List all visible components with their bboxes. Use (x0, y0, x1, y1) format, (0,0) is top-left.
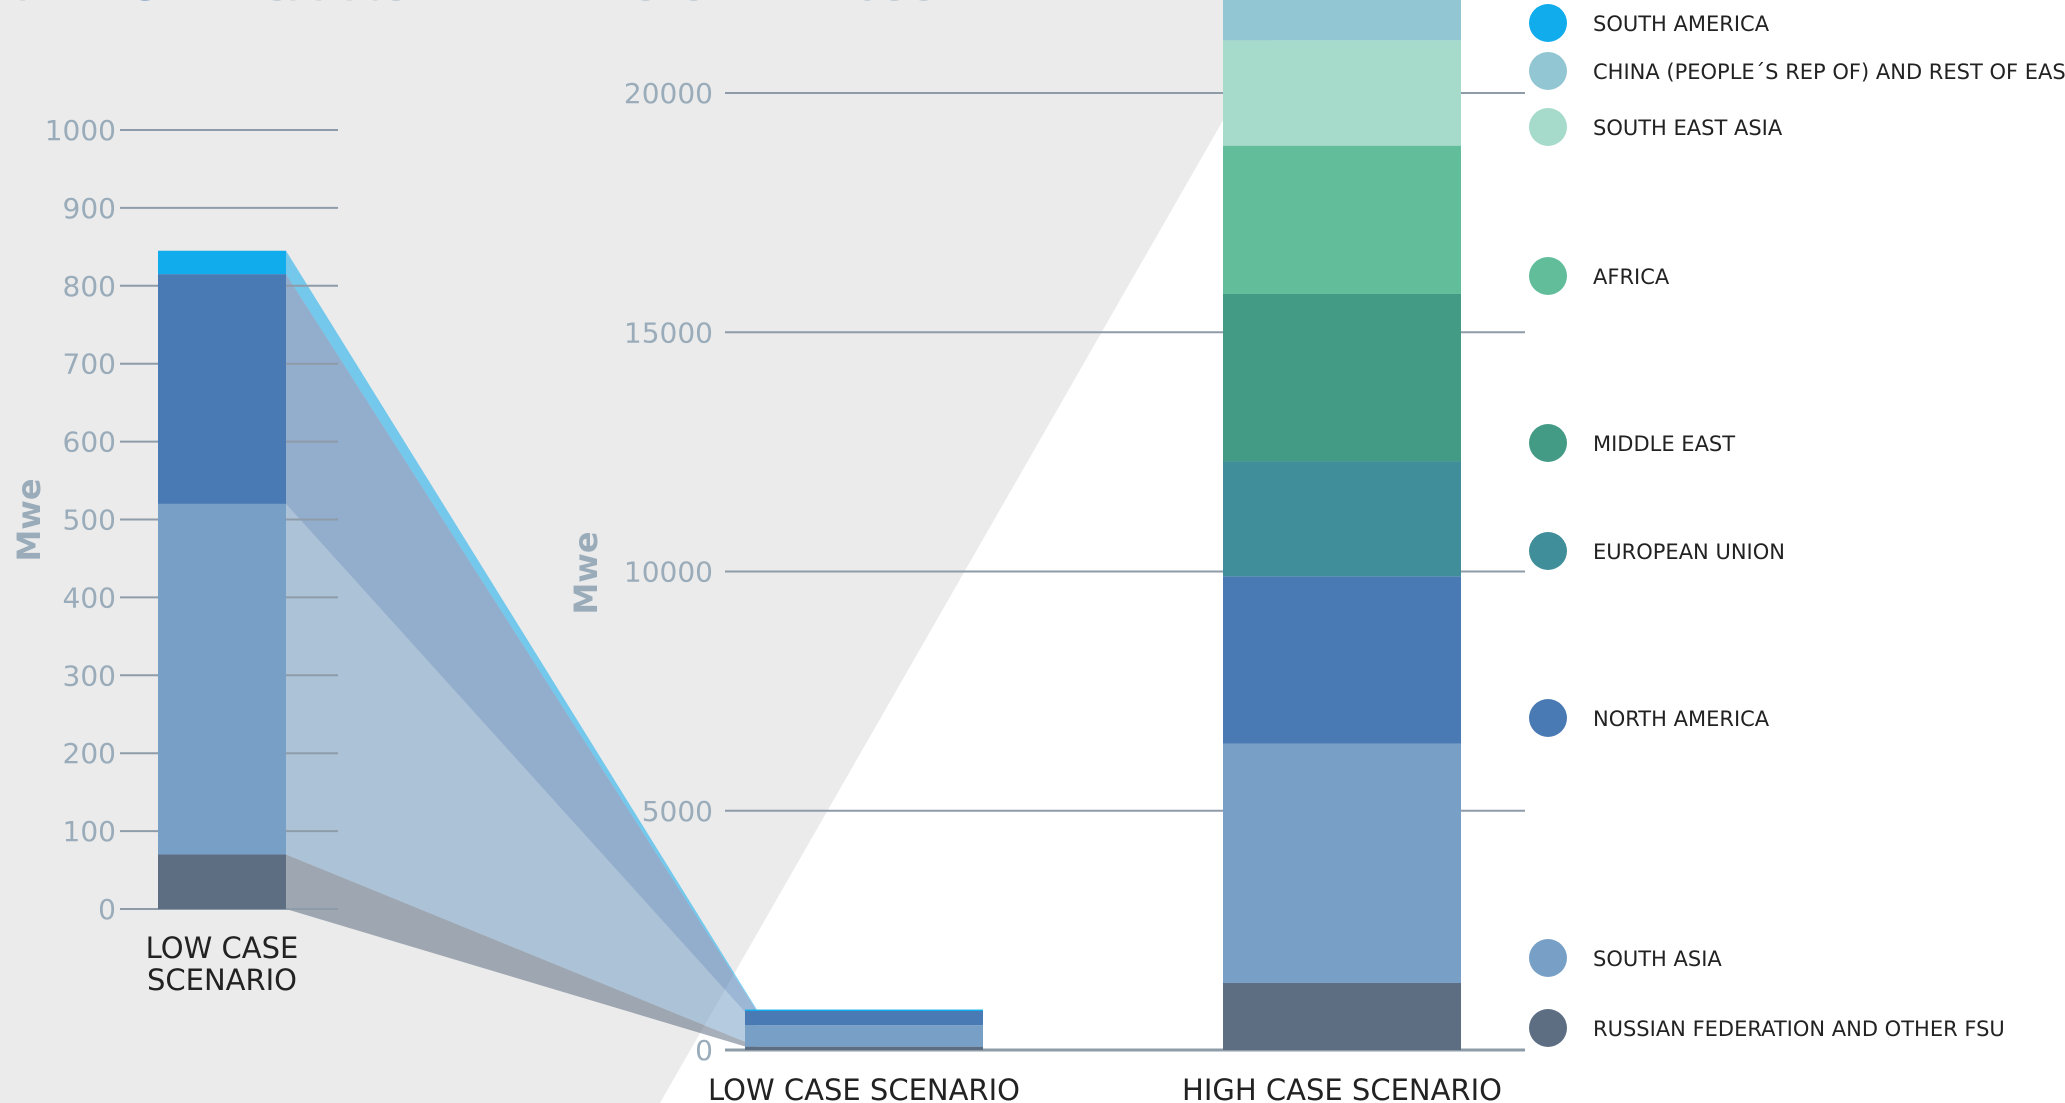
inset-bar-segment-russian-federation-and-other-fsu (158, 854, 286, 909)
legend-label: NORTH AMERICA (1593, 707, 1770, 731)
legend-swatch (1529, 424, 1567, 462)
inset-y-tick-label: 200 (63, 737, 116, 770)
bar-segment-low-case-scenario-south-asia (745, 1025, 983, 1047)
legend-label: AFRICA (1593, 265, 1670, 289)
x-category-label: HIGH CASE SCENARIO (1182, 1073, 1502, 1103)
x-category-label: LOW CASE SCENARIO (708, 1073, 1020, 1103)
main-y-tick-label: 0 (695, 1034, 713, 1067)
legend-swatch (1529, 4, 1567, 42)
legend-label: MIDDLE EAST (1593, 432, 1735, 456)
legend-item: AFRICA (1529, 257, 1670, 295)
legend-swatch (1529, 52, 1567, 90)
funnel-band-south-asia (286, 503, 757, 1047)
main-y-tick-label: 15000 (624, 316, 713, 349)
inset-y-tick-label: 800 (63, 270, 116, 303)
main-y-tick-label: 5000 (642, 795, 713, 828)
inset-y-tick-label: 700 (63, 348, 116, 381)
legend-label: RUSSIAN FEDERATION AND OTHER FSU (1593, 1017, 2005, 1041)
inset-bar-segment-north-america (158, 274, 286, 504)
inset-category-label: LOW CASE SCENARIO (146, 931, 299, 997)
legend-item: RUSSIAN FEDERATION AND OTHER FSU (1529, 1009, 2005, 1047)
inset-bar-segment-south-america (158, 250, 286, 275)
inset-y-tick-label: 0 (98, 893, 116, 926)
legend-swatch (1529, 699, 1567, 737)
bar-segment-high-case-scenario-european-union (1223, 461, 1461, 577)
bar-segment-high-case-scenario-russian-federation-and-other-fsu (1223, 983, 1461, 1050)
inset-y-tick-label: 1000 (45, 114, 116, 147)
legend-item: EUROPEAN UNION (1529, 532, 1785, 570)
legend-swatch (1529, 532, 1567, 570)
legend-label: SOUTH ASIA (1593, 947, 1722, 971)
legend: SOUTH AMERICA CHINA (PEOPLE´S REP OF) AND… (1529, 4, 2065, 1047)
legend-item: CHINA (PEOPLE´S REP OF) AND REST OF EAST (1529, 52, 2065, 90)
legend-swatch (1529, 108, 1567, 146)
bar-segment-high-case-scenario-china-people-s-rep-of-and-rest-of-east (1223, 0, 1461, 41)
bar-segment-high-case-scenario-south-asia (1223, 743, 1461, 984)
bar-segment-high-case-scenario-north-america (1223, 576, 1461, 744)
inset-y-tick-label: 500 (63, 504, 116, 537)
inset-bar-segment-south-asia (158, 503, 286, 855)
inset-y-tick-label: 400 (63, 581, 116, 614)
main-y-tick-label: 10000 (624, 556, 713, 589)
main-y-axis-label: Mwe (567, 531, 605, 614)
legend-swatch (1529, 257, 1567, 295)
legend-item: SOUTH AMERICA (1529, 4, 1770, 42)
bar-segment-high-case-scenario-middle-east (1223, 293, 1461, 462)
bar-segment-low-case-scenario-south-america (745, 1009, 983, 1012)
legend-swatch (1529, 939, 1567, 977)
legend-label: SOUTH EAST ASIA (1593, 116, 1783, 140)
funnel-band-russian-federation-and-other-fsu (286, 854, 757, 1050)
inset-y-tick-label: 300 (63, 659, 116, 692)
bar-segment-high-case-scenario-south-east-asia (1223, 40, 1461, 146)
bar-segment-low-case-scenario-north-america (745, 1011, 983, 1026)
funnel-band-south-america (286, 250, 757, 1012)
inset-y-axis-label: Mwe (10, 478, 48, 561)
zoom-funnel (286, 250, 757, 1050)
legend-swatch (1529, 1009, 1567, 1047)
legend-item: SOUTH ASIA (1529, 939, 1722, 977)
inset-y-tick-label: 100 (63, 815, 116, 848)
funnel-band-north-america (286, 274, 757, 1026)
inset-y-tick-label: 900 (63, 192, 116, 225)
legend-item: MIDDLE EAST (1529, 424, 1735, 462)
chart-title: ATED SMR CAPACITY BY REGION IN 2035 (0, 0, 941, 11)
labels: 0 100 200 300 400 500 600 700 800 900 1000 Mwe 0 5000… (10, 77, 1502, 1103)
bars (158, 0, 1461, 1050)
main-y-tick-label: 20000 (624, 77, 713, 110)
inset-y-tick-label: 600 (63, 426, 116, 459)
legend-item: NORTH AMERICA (1529, 699, 1770, 737)
bar-segment-high-case-scenario-africa (1223, 145, 1461, 294)
legend-label: CHINA (PEOPLE´S REP OF) AND REST OF EAST (1593, 60, 2065, 84)
legend-label: SOUTH AMERICA (1593, 12, 1770, 36)
bar-segment-low-case-scenario-russian-federation-and-other-fsu (745, 1046, 983, 1050)
legend-label: EUROPEAN UNION (1593, 540, 1785, 564)
legend-item: SOUTH EAST ASIA (1529, 108, 1783, 146)
